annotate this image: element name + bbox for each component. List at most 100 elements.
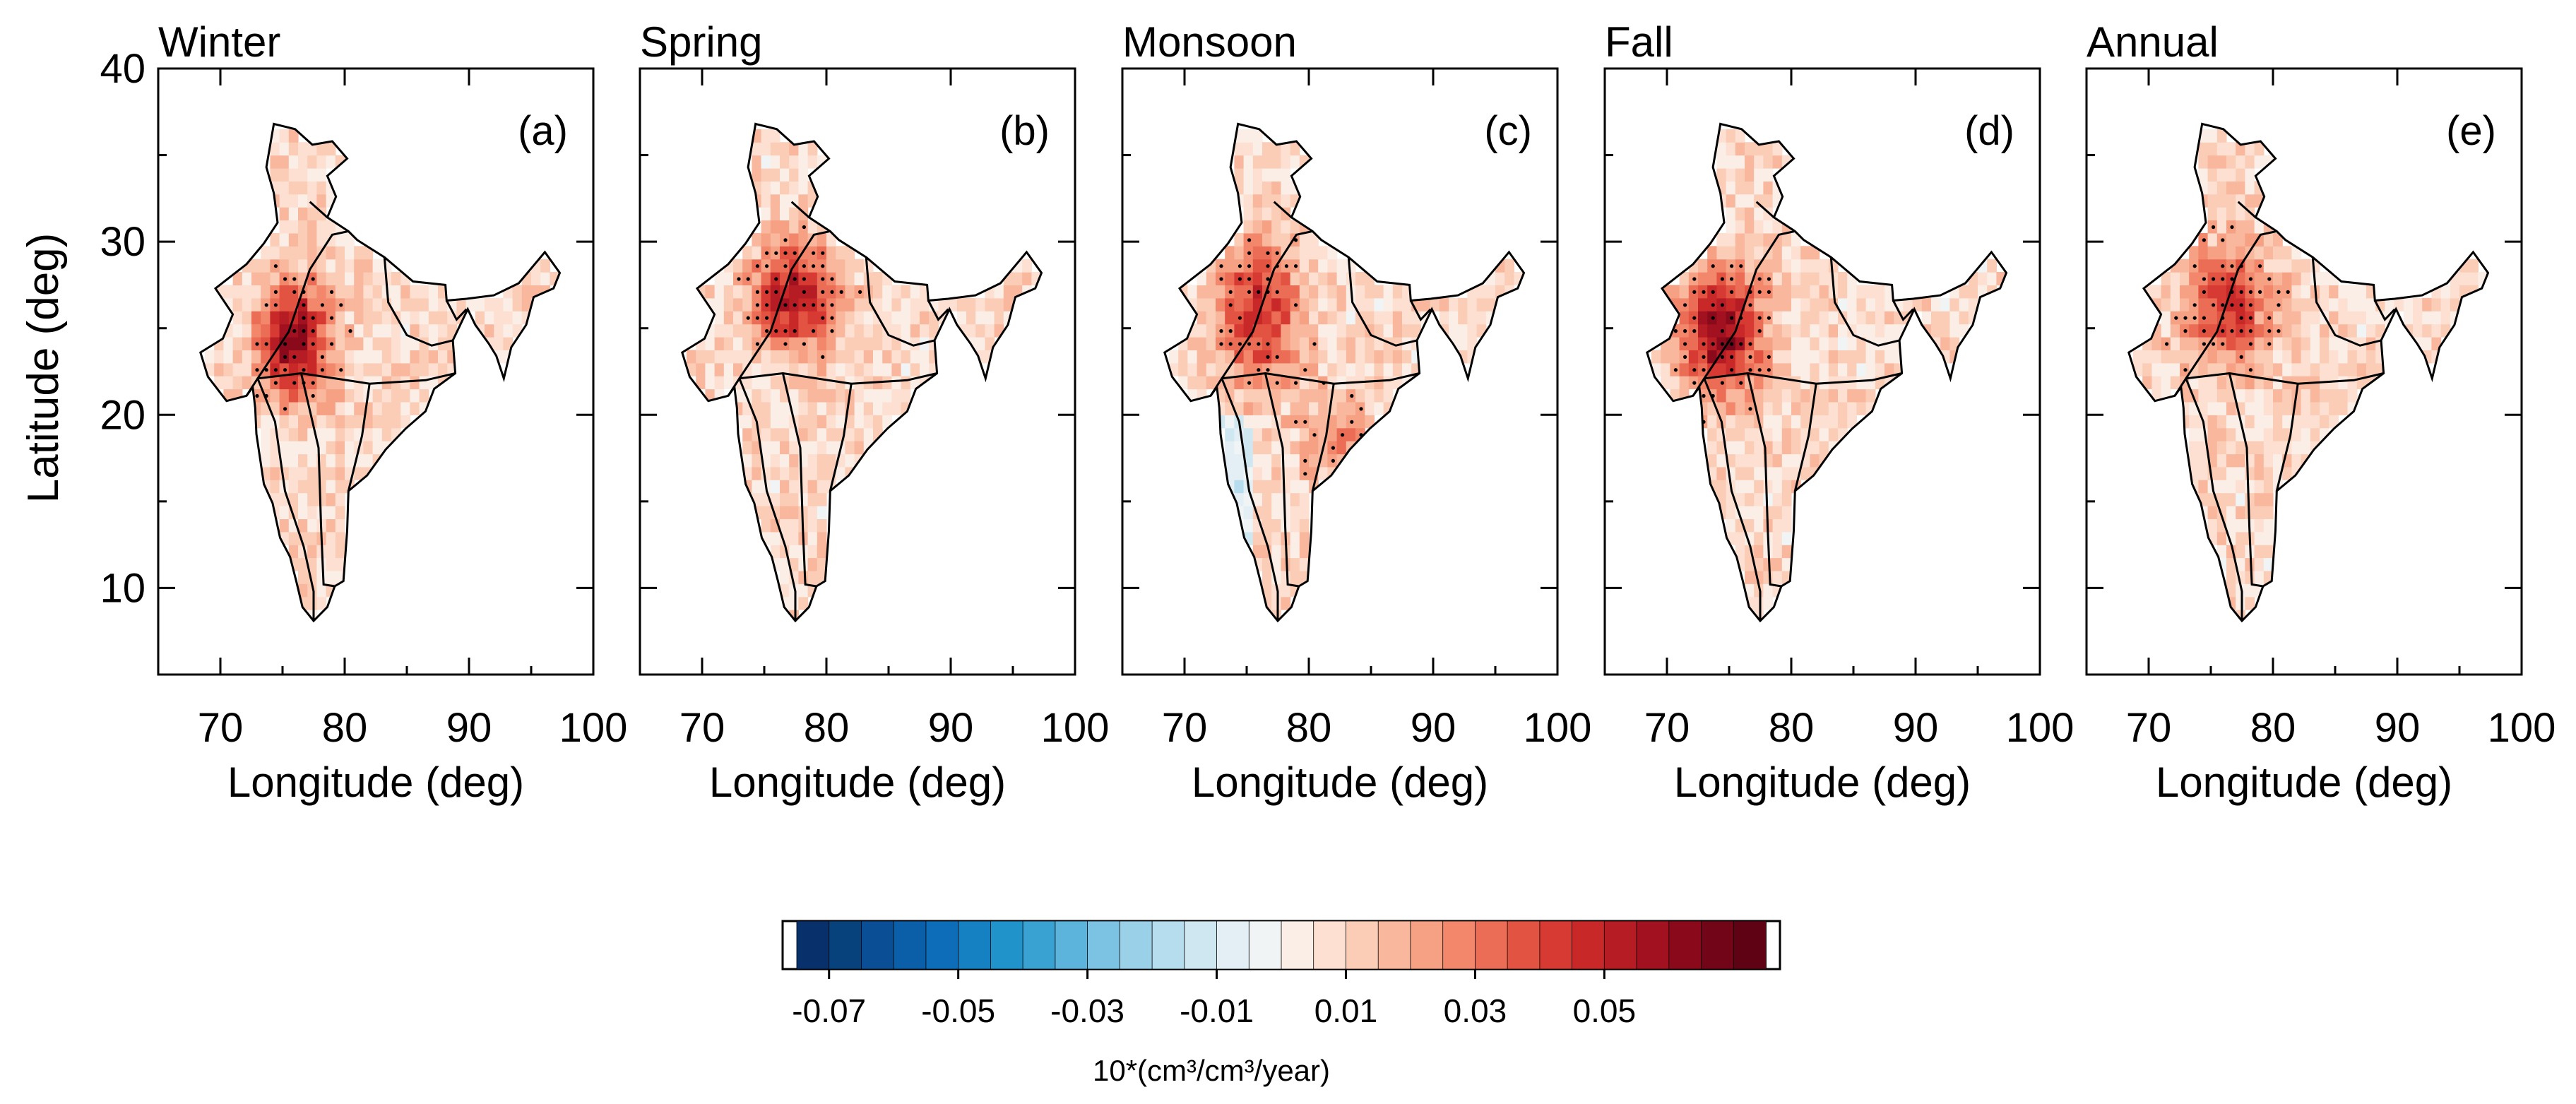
- significance-dot: [1748, 368, 1752, 372]
- grid-cell: [714, 350, 725, 364]
- grid-cell: [1781, 337, 1792, 350]
- grid-cell: [1726, 441, 1736, 455]
- grid-cell: [261, 376, 271, 390]
- grid-cell: [261, 311, 271, 325]
- grid-cell: [354, 324, 364, 338]
- grid-cell: [891, 388, 902, 403]
- grid-cell: [1243, 129, 1254, 143]
- colorbar-swatch: [829, 920, 862, 970]
- grid-cell: [400, 285, 410, 299]
- grid-cell: [1745, 181, 1755, 195]
- grid-cell: [1856, 311, 1867, 325]
- grid-cell: [1374, 376, 1384, 390]
- grid-cell: [752, 168, 762, 182]
- grid-cell: [2301, 441, 2311, 455]
- grid-cell: [1856, 401, 1867, 415]
- grid-cell: [2320, 401, 2329, 415]
- grid-cell: [1243, 350, 1254, 364]
- significance-dot: [774, 251, 778, 255]
- grid-cell: [2403, 297, 2414, 311]
- grid-cell: [854, 337, 865, 350]
- grid-cell: [1318, 272, 1328, 285]
- grid-cell: [2263, 453, 2274, 468]
- grid-cell: [428, 350, 439, 364]
- grid-cell: [817, 401, 827, 415]
- grid-cell: [2189, 350, 2199, 364]
- significance-dot: [1720, 381, 1724, 385]
- grid-cell: [891, 376, 902, 390]
- significance-dot: [765, 303, 769, 307]
- grid-cell: [298, 232, 308, 247]
- region-boundary: [1755, 201, 1775, 218]
- grid-cell: [2356, 324, 2367, 338]
- grid-cell: [2282, 337, 2292, 350]
- grid-cell: [2189, 427, 2199, 441]
- grid-cell: [845, 362, 855, 376]
- grid-cell: [2254, 480, 2265, 494]
- significance-dot: [1257, 290, 1261, 294]
- grid-cell: [807, 531, 818, 545]
- grid-cell: [1309, 232, 1319, 247]
- grid-cell: [1458, 324, 1468, 338]
- region-boundary: [2373, 299, 2396, 322]
- grid-cell: [1838, 337, 1848, 350]
- grid-cell: [326, 297, 336, 311]
- grid-cell: [307, 596, 317, 610]
- grid-cell: [1819, 401, 1829, 415]
- grid-cell: [817, 518, 827, 533]
- grid-cell: [1856, 297, 1867, 311]
- significance-dot: [2212, 303, 2216, 307]
- grid-cell: [687, 350, 696, 364]
- grid-cell: [910, 350, 920, 364]
- grid-cell: [326, 557, 336, 571]
- significance-dot: [1739, 264, 1743, 268]
- grid-cell: [261, 427, 271, 441]
- grid-cell: [410, 401, 420, 415]
- grid-cell: [270, 155, 280, 169]
- grid-cell: [2170, 337, 2180, 350]
- grid-cell: [521, 285, 532, 299]
- grid-cell: [1252, 401, 1263, 415]
- grid-cell: [345, 232, 355, 247]
- significance-dot: [1312, 342, 1317, 346]
- grid-cell: [1365, 297, 1375, 311]
- significance-dot: [1219, 342, 1223, 346]
- grid-cell: [1355, 350, 1365, 364]
- grid-cell: [2226, 168, 2236, 182]
- grid-cell: [807, 415, 818, 429]
- grid-cell: [2245, 570, 2255, 584]
- grid-cell: [1791, 285, 1801, 299]
- significance-dot: [2248, 303, 2252, 307]
- significance-dot: [2212, 277, 2216, 281]
- grid-cell: [485, 324, 494, 338]
- grid-cell: [1875, 311, 1885, 325]
- grid-cell: [2198, 142, 2209, 156]
- grid-cell: [1243, 194, 1254, 208]
- grid-cell: [335, 557, 345, 571]
- significance-dot: [320, 368, 324, 372]
- grid-cell: [1847, 311, 1857, 325]
- grid-cell: [975, 297, 985, 311]
- grid-cell: [2170, 297, 2180, 311]
- grid-cell: [1772, 570, 1783, 584]
- grid-cell: [2245, 480, 2255, 494]
- grid-cell: [1327, 272, 1338, 285]
- grid-cell: [326, 570, 336, 584]
- grid-cell: [2375, 324, 2385, 338]
- grid-cell: [770, 388, 780, 403]
- grid-cell: [223, 350, 234, 364]
- grid-cell: [863, 297, 874, 311]
- grid-cell: [845, 259, 855, 273]
- significance-dot: [1748, 355, 1752, 359]
- grid-cell: [270, 466, 280, 480]
- grid-cell: [2347, 311, 2358, 325]
- grid-cell: [2236, 557, 2245, 571]
- grid-cell: [1856, 362, 1867, 376]
- grid-cell: [2245, 220, 2255, 234]
- grid-cell: [232, 311, 243, 325]
- significance-dot: [311, 342, 315, 346]
- grid-cell: [1745, 427, 1755, 441]
- grid-cell: [1959, 285, 1969, 299]
- grid-cell: [2245, 181, 2255, 195]
- significance-dot: [2221, 329, 2225, 333]
